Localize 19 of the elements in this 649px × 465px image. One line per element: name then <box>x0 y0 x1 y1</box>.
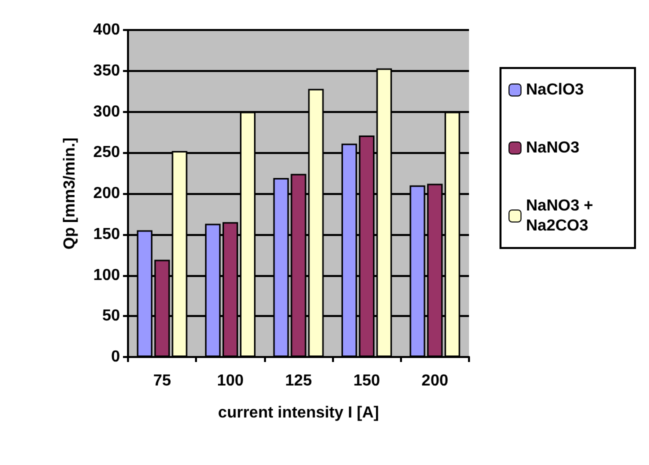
x-tick-label: 200 <box>422 372 448 390</box>
y-tick-label: 400 <box>93 22 120 38</box>
y-tick-label: 200 <box>93 185 120 202</box>
x-tick-label: 100 <box>216 372 244 390</box>
y-tick-label: 100 <box>93 266 120 284</box>
y-tick-label: 300 <box>93 103 120 120</box>
y-tick-label: 350 <box>93 62 120 80</box>
legend-label: NaClO3 <box>526 82 584 98</box>
legend-label: NaNO3 <box>526 140 580 156</box>
x-tick-label: 75 <box>153 372 172 390</box>
x-axis-title: current intensity I [A] <box>218 404 379 422</box>
x-tick-label: 150 <box>353 372 380 390</box>
y-tick-label: 0 <box>111 348 120 366</box>
legend-label: NaNO3 + Na2CO3 <box>526 198 598 234</box>
y-tick-label: 150 <box>93 226 120 243</box>
y-axis-title: Qp [mm3/min.] <box>62 137 78 250</box>
x-tick-label: 125 <box>285 372 312 390</box>
y-tick-label: 250 <box>93 144 120 162</box>
y-tick-label: 50 <box>102 308 120 325</box>
